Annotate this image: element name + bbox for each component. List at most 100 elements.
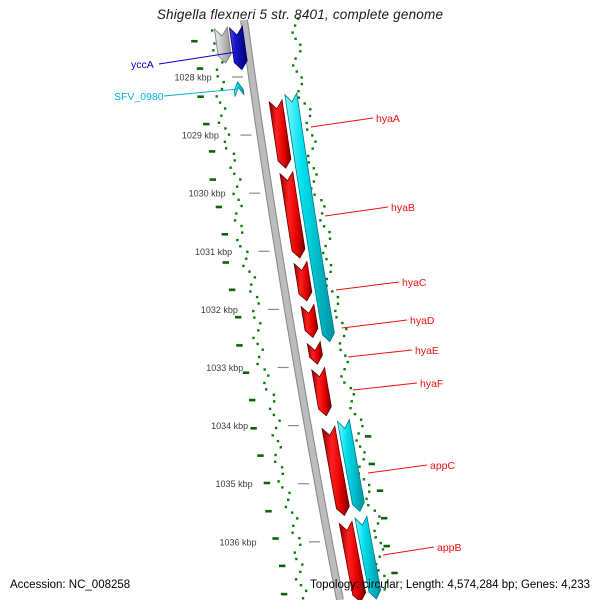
status-summary: Topology: circular; Length: 4,574,284 bp… [309,579,590,591]
plot-dot [385,581,389,584]
gene-yccA[interactable] [228,25,248,71]
plot-dot [258,355,261,359]
plot-dot [378,555,381,558]
gene-hyaE[interactable] [306,340,323,365]
gene-label-yccA[interactable]: yccA [131,59,154,71]
genome-backbone [241,19,343,600]
plot-dot [320,212,324,215]
plot-dot [259,322,262,325]
plot-dot [334,309,337,313]
minor-dash [235,315,242,319]
plot-dot [240,224,243,228]
plot-dot [248,270,251,273]
minor-dash [280,592,288,596]
plot-dot [250,283,253,286]
plot-dot [257,302,260,305]
gene-SFV_0980[interactable] [233,81,245,98]
gene-label-hyaD[interactable]: hyaD [410,315,435,327]
callout-line-appB [382,546,435,556]
gene-label-appB[interactable]: appB [437,542,462,554]
gene-appC[interactable] [321,425,350,517]
plot-dot [268,407,272,411]
plot-dot [235,212,238,215]
gene-appB[interactable] [338,520,367,600]
genome-backbone-edge [246,19,344,600]
plot-dot [246,250,249,253]
gene-label-hyaC[interactable]: hyaC [402,277,427,289]
plot-dot [292,524,295,527]
plot-dot [213,42,216,45]
minor-dash [249,398,256,402]
gene-label-hyaA[interactable]: hyaA [376,113,400,125]
page-title: Shigella flexneri 5 str. 8401, complete … [156,7,444,22]
plot-dot [311,147,314,150]
gene-label-hyaE[interactable]: hyaE [415,345,439,357]
gene-hyaC[interactable] [293,260,313,302]
plot-dot [320,199,323,202]
plot-dot [233,172,236,175]
plot-dot [236,238,239,242]
plot-dot [307,161,310,164]
plot-dot [273,400,276,403]
plot-dot [232,152,236,155]
plot-dot [253,316,256,319]
minor-dash [236,344,243,347]
plot-dot [222,80,225,84]
ruler-tick-label: 1034 kbp [211,421,248,431]
plot-dot [329,270,332,273]
plot-dot [311,134,314,137]
plot-dot [315,173,318,176]
gene-hyaB[interactable] [279,170,306,259]
plot-dot [306,128,309,131]
minor-dash [215,205,223,209]
plot-dot [343,381,346,384]
gene-hyaF[interactable] [311,366,332,417]
minor-dash [391,571,398,575]
plot-dot [328,237,332,240]
plot-dot [365,497,368,501]
plot-dot [345,327,348,331]
plot-dot [342,334,346,338]
plot-dot [249,290,252,293]
plot-dot [263,381,266,385]
plot-dot [252,309,255,313]
minor-dash [222,261,229,264]
plot-dot [301,597,305,600]
plot-dot [339,348,342,352]
plot-dot [212,49,215,52]
plot-dot [378,515,381,518]
gene-feature-11[interactable] [284,91,335,343]
gene-feature-12[interactable] [336,418,365,513]
gene-label-hyaF[interactable]: hyaF [420,378,443,390]
plot-dot [335,316,338,319]
plot-dot [323,205,326,208]
callout-line-appC [367,464,428,474]
plot-dot [295,70,298,73]
plot-dot [383,574,386,578]
gene-hyaD[interactable] [300,303,319,339]
plot-dot [210,29,214,32]
plot-dot [379,541,382,545]
ruler-tick-label: 1035 kbp [216,479,253,489]
plot-dot [256,362,259,366]
callout-line-hyaC [335,281,400,291]
gene-label-SFV_0980[interactable]: SFV_0980 [114,91,164,103]
plot-dot [325,257,328,261]
minor-dash [265,509,272,513]
plot-dot [220,87,224,91]
plot-dot [220,114,223,117]
gene-label-hyaB[interactable]: hyaB [391,202,415,214]
plot-dot [362,478,366,481]
plot-dot [344,354,347,357]
gene-feature-0[interactable] [213,25,232,64]
gene-hyaA[interactable] [268,98,292,169]
plot-dot [363,451,366,454]
minor-dash [381,516,388,520]
gene-label-appC[interactable]: appC [430,460,456,472]
plot-dot [329,263,333,267]
plot-dot [272,393,276,396]
ruler-tick-label: 1029 kbp [182,131,219,141]
plot-dot [328,230,331,234]
gene-feature-13[interactable] [354,514,382,600]
